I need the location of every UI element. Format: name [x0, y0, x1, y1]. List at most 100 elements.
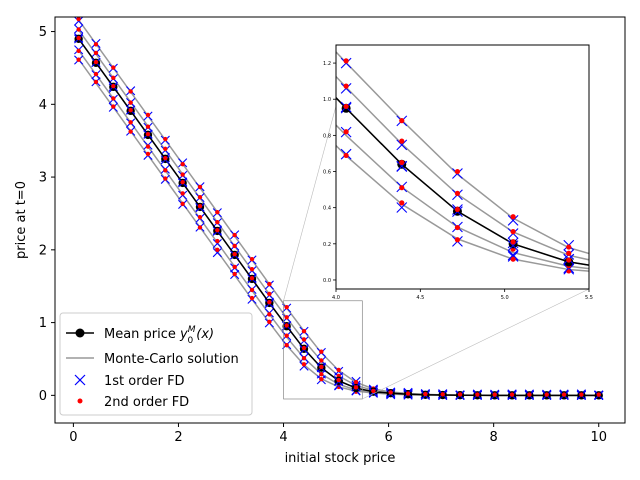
main-fd2-marker — [509, 392, 515, 397]
main-fd2-marker — [232, 251, 237, 257]
main-fd2-marker — [111, 83, 116, 89]
main-fd2-marker — [249, 256, 255, 262]
legend-entry-fd2: 2nd order FD — [77, 395, 189, 410]
inset-y-tick-label: 0.6 — [323, 170, 331, 176]
inset-fd2-marker — [343, 152, 349, 159]
main-fd2-marker — [561, 392, 567, 397]
main-fd2-marker — [76, 48, 81, 54]
main-fd2-marker — [215, 210, 220, 215]
inset-x-tick-label: 4.5 — [416, 295, 424, 301]
main-fd2-marker — [301, 345, 307, 351]
inset-y-tick-label: 0.0 — [323, 278, 331, 284]
inset-fd2-marker — [566, 257, 572, 263]
inset-fd2-marker — [510, 229, 516, 235]
main-axes-frame — [54, 16, 626, 424]
main-fd2-marker — [405, 391, 411, 396]
main-fd2-marker — [163, 168, 168, 173]
main-fd2-marker — [215, 227, 220, 233]
main-fd2-marker — [163, 155, 168, 161]
y-tick-label: 2 — [39, 243, 47, 258]
inset-fd2-marker — [399, 185, 405, 191]
legend-fd1-cross-icon — [74, 374, 86, 386]
main-fd2-marker — [284, 315, 289, 320]
main-plot-area — [74, 17, 604, 400]
main-fd2-marker — [145, 131, 151, 137]
y-tick-label: 0 — [39, 389, 47, 404]
legend-mean-math-tail: (x) — [196, 327, 214, 342]
legend-mean-label: Mean price — [104, 327, 180, 342]
main-fd2-marker — [163, 136, 168, 142]
main-fd2-marker — [267, 319, 272, 325]
x-axis-label: initial stock price — [285, 451, 396, 466]
main-fd2-marker — [267, 300, 272, 305]
main-fd1-marker — [212, 238, 222, 249]
main-fd2-marker — [319, 364, 324, 370]
main-fd2-marker — [457, 392, 463, 397]
y-tick-label: 1 — [39, 316, 47, 331]
svg-text:Mean price yM0(x): Mean price yM 0 (x) — [104, 325, 214, 346]
legend-frame — [59, 312, 253, 416]
legend-fd2-dot-icon — [77, 398, 83, 404]
main-fd2-marker — [128, 89, 133, 94]
main-fd2-marker — [128, 120, 133, 125]
inset-frame — [335, 44, 590, 290]
main-axes: 0 2 4 6 8 10 0 1 2 3 4 5 — [39, 16, 626, 445]
main-fd2-marker — [163, 146, 168, 152]
legend-entry-fd1: 1st order FD — [74, 374, 185, 389]
main-fd2-marker — [284, 323, 289, 328]
main-fd2-marker — [197, 184, 203, 190]
main-fd2-marker — [111, 96, 116, 101]
main-fd2-marker — [232, 243, 237, 249]
main-fd2-marker — [267, 312, 272, 317]
x-tick-label: 4 — [279, 430, 287, 445]
main-fd2-marker — [579, 392, 584, 397]
main-fd2-marker — [180, 162, 185, 167]
inset-fd2-marker — [510, 256, 516, 262]
main-fd2-marker — [267, 281, 272, 287]
inset-fd1-marker — [507, 251, 519, 262]
main-fd2-marker — [197, 214, 203, 220]
inset-fd2-marker — [343, 103, 349, 110]
main-fd2-marker — [284, 304, 289, 310]
legend: Mean price yM 0 (x) Monte-Carlo solution 1… — [59, 312, 253, 416]
main-fd2-marker — [544, 392, 549, 397]
inset-fd2-marker — [510, 214, 516, 220]
inset-fd2-marker — [399, 200, 405, 206]
main-fd2-marker — [111, 75, 116, 81]
main-fd2-marker — [371, 388, 376, 394]
main-fd2-marker — [93, 79, 99, 85]
zoom-connector — [283, 105, 337, 301]
inset-fd1-marker — [507, 240, 519, 252]
inset-fd2-marker — [454, 168, 461, 175]
inset-fd2-marker — [343, 58, 349, 64]
main-fd2-marker — [249, 266, 255, 272]
legend-entry-mc: Monte-Carlo solution — [66, 352, 239, 367]
main-fd2-marker — [527, 392, 532, 397]
inset-background — [336, 45, 589, 289]
inset-y-tick-label: 0.4 — [323, 206, 331, 212]
main-fd2-marker — [111, 104, 116, 109]
inset-mc-curve-1 — [336, 123, 589, 270]
inset-fd2-marker — [510, 239, 516, 245]
main-fd2-marker — [249, 276, 255, 281]
main-fd2-marker — [353, 379, 359, 385]
main-fd2-marker — [93, 71, 99, 77]
inset-fd2-marker — [399, 118, 405, 124]
inset-fd2-marker — [399, 138, 405, 144]
inset-fd2-marker — [566, 244, 572, 250]
main-fd2-marker — [128, 100, 133, 105]
x-tick-label: 6 — [384, 430, 392, 445]
zoom-box — [283, 300, 363, 400]
main-fd2-marker — [215, 247, 220, 252]
x-tick-label: 10 — [590, 430, 607, 445]
inset-fd1-marker — [507, 214, 519, 226]
main-fd2-marker — [301, 362, 307, 367]
inset-fd1-marker — [396, 139, 408, 151]
legend-mean-math-sub: 0 — [188, 336, 194, 346]
main-fd2-marker — [492, 392, 497, 397]
y-axis-label: price at t=0 — [14, 181, 29, 259]
inset-fd2-marker — [454, 206, 461, 213]
inset-y-tick-label: 1.2 — [323, 61, 331, 67]
main-fd2-marker — [145, 151, 151, 157]
inset-x-tick-label: 4.0 — [332, 295, 340, 301]
